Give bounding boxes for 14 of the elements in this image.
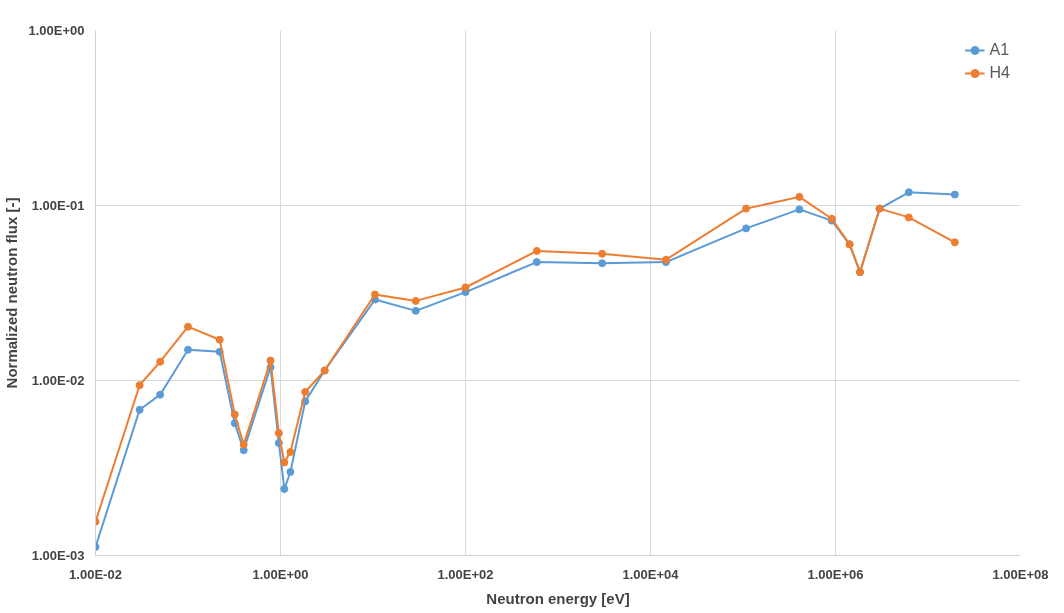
y-tick-label: 1.00E-02 — [31, 373, 85, 388]
y-tick-label: 1.00E-03 — [31, 548, 85, 563]
legend-label: A1 — [989, 41, 1010, 59]
x-tick-label: 1.00E-02 — [69, 566, 122, 582]
legend-label: H4 — [989, 64, 1010, 82]
x-tick-label: 1.00E+08 — [992, 566, 1049, 582]
x-tick-label: 1.00E+04 — [622, 566, 680, 582]
x-tick-label: 1.00E+06 — [807, 566, 864, 582]
x-axis-title: Neutron energy [eV] — [486, 589, 630, 607]
y-tick-label: 1.00E+00 — [28, 23, 85, 38]
y-axis-title: Normalized neutron flux [-] — [3, 197, 21, 389]
x-tick-label: 1.00E+00 — [252, 566, 309, 582]
x-tick-label: 1.00E+02 — [437, 566, 494, 582]
y-tick-label: 1.00E-01 — [31, 198, 85, 213]
